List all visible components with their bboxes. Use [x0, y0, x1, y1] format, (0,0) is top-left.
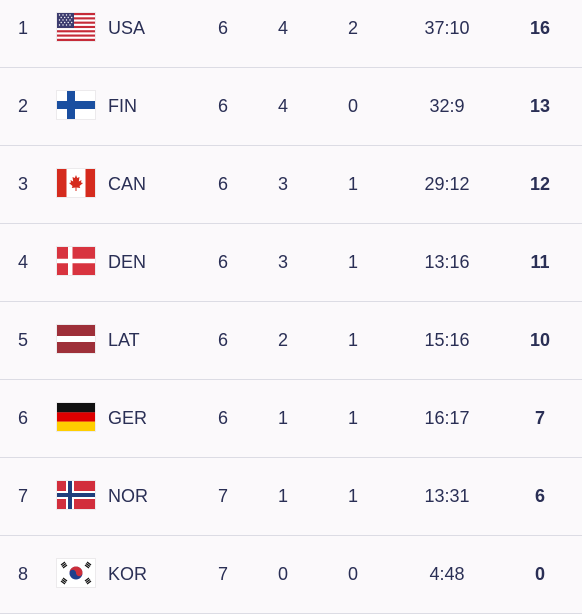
- latvia-flag-icon: [57, 325, 95, 353]
- germany-flag-icon: [57, 403, 95, 431]
- korea-flag-icon: [57, 559, 95, 587]
- rank: 2: [18, 68, 38, 145]
- losses: 1: [330, 224, 376, 301]
- rank: 6: [18, 380, 38, 457]
- table-row[interactable]: 5 LAT 6 2 1 15:16 10: [0, 302, 582, 380]
- country-code: CAN: [108, 146, 146, 223]
- goals: 29:12: [397, 146, 497, 223]
- rank: 1: [18, 0, 38, 67]
- rank: 8: [18, 536, 38, 613]
- points: 0: [510, 536, 570, 613]
- goals: 4:48: [397, 536, 497, 613]
- losses: 1: [330, 146, 376, 223]
- usa-flag-icon: [57, 13, 95, 41]
- finland-flag-icon: [57, 91, 95, 119]
- goals: 13:16: [397, 224, 497, 301]
- goals: 32:9: [397, 68, 497, 145]
- losses: 1: [330, 458, 376, 535]
- games-played: 6: [200, 146, 246, 223]
- goals: 37:10: [397, 0, 497, 67]
- games-played: 7: [200, 458, 246, 535]
- country-code: NOR: [108, 458, 148, 535]
- country-code: KOR: [108, 536, 147, 613]
- wins: 4: [260, 0, 306, 67]
- losses: 1: [330, 302, 376, 379]
- country-code: DEN: [108, 224, 146, 301]
- points: 13: [510, 68, 570, 145]
- country-code: GER: [108, 380, 147, 457]
- table-row[interactable]: 7 NOR 7 1 1 13:31 6: [0, 458, 582, 536]
- rank: 4: [18, 224, 38, 301]
- denmark-flag-icon: [57, 247, 95, 275]
- wins: 1: [260, 380, 306, 457]
- games-played: 6: [200, 302, 246, 379]
- table-row[interactable]: 8 KOR 7 0 0 4:48 0: [0, 536, 582, 614]
- goals: 16:17: [397, 380, 497, 457]
- table-row[interactable]: 2 FIN 6 4 0 32:9 13: [0, 68, 582, 146]
- table-row[interactable]: 4 DEN 6 3 1 13:16 11: [0, 224, 582, 302]
- canada-flag-icon: [57, 169, 95, 197]
- games-played: 6: [200, 380, 246, 457]
- games-played: 6: [200, 0, 246, 67]
- table-row[interactable]: 1 USA 6 4: [0, 0, 582, 68]
- points: 11: [510, 224, 570, 301]
- losses: 2: [330, 0, 376, 67]
- games-played: 7: [200, 536, 246, 613]
- table-row[interactable]: 6 GER 6 1 1 16:17 7: [0, 380, 582, 458]
- table-row[interactable]: 3 CAN 6 3 1 29:12 12: [0, 146, 582, 224]
- losses: 0: [330, 536, 376, 613]
- country-code: USA: [108, 0, 145, 67]
- games-played: 6: [200, 68, 246, 145]
- wins: 0: [260, 536, 306, 613]
- losses: 1: [330, 380, 376, 457]
- points: 6: [510, 458, 570, 535]
- rank: 7: [18, 458, 38, 535]
- wins: 3: [260, 224, 306, 301]
- wins: 1: [260, 458, 306, 535]
- points: 10: [510, 302, 570, 379]
- wins: 2: [260, 302, 306, 379]
- rank: 3: [18, 146, 38, 223]
- points: 7: [510, 380, 570, 457]
- rank: 5: [18, 302, 38, 379]
- points: 16: [510, 0, 570, 67]
- wins: 3: [260, 146, 306, 223]
- goals: 13:31: [397, 458, 497, 535]
- losses: 0: [330, 68, 376, 145]
- games-played: 6: [200, 224, 246, 301]
- goals: 15:16: [397, 302, 497, 379]
- country-code: LAT: [108, 302, 140, 379]
- points: 12: [510, 146, 570, 223]
- norway-flag-icon: [57, 481, 95, 509]
- country-code: FIN: [108, 68, 137, 145]
- wins: 4: [260, 68, 306, 145]
